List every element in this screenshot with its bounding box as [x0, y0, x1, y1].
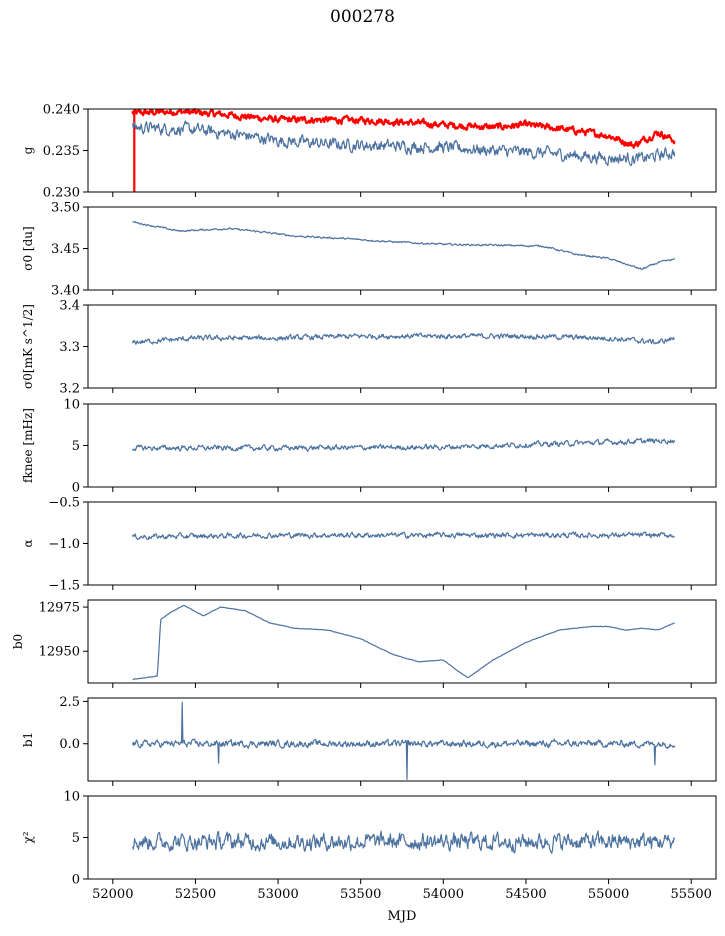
y-axis-label-panel-6: b0: [11, 634, 25, 649]
x-axis-label: MJD: [387, 909, 417, 924]
y-tick-label-panel-2: 3.45: [51, 242, 80, 257]
y-tick-label-panel-4: 0: [72, 481, 80, 496]
y-tick-label-panel-5: −1.5: [48, 579, 80, 594]
y-tick-label-panel-4: 5: [72, 439, 80, 454]
x-tick-label: 52500: [175, 887, 216, 902]
series-line-panel-4-1: [132, 437, 676, 452]
panel-frame-8: [87, 795, 717, 880]
y-tick-label-panel-3: 3.2: [59, 382, 80, 397]
y-tick-label-panel-8: 10: [63, 790, 80, 805]
y-tick-label-panel-7: 2.5: [59, 695, 80, 710]
y-tick-label-panel-3: 3.4: [59, 299, 80, 314]
y-tick-label-panel-1: 0.235: [43, 144, 80, 159]
series-line-panel-2-1: [132, 220, 676, 271]
x-tick-label: 53000: [257, 887, 298, 902]
y-tick-label-panel-2: 3.40: [51, 284, 80, 299]
y-tick-label-panel-6: 12975: [39, 601, 80, 616]
x-tick-label: 54000: [423, 887, 464, 902]
y-tick-label-panel-8: 5: [72, 831, 80, 846]
y-axis-label-panel-1: g: [21, 146, 35, 154]
y-tick-label-panel-2: 3.50: [51, 201, 80, 216]
y-axis-label-panel-4: fknee [mHz]: [21, 408, 35, 483]
y-axis-label-panel-5: α: [21, 539, 35, 547]
y-tick-label-panel-4: 10: [63, 398, 80, 413]
y-axis-label-panel-8: χ²: [21, 831, 35, 843]
y-tick-label-panel-1: 0.240: [43, 103, 80, 118]
panel-frame-2: [87, 206, 717, 291]
y-tick-label-panel-1: 0.230: [43, 186, 80, 201]
y-tick-label-panel-6: 12950: [39, 645, 80, 660]
series-line-panel-5-1: [132, 531, 675, 541]
x-tick-label: 55500: [671, 887, 712, 902]
series-line-panel-7-1: [132, 701, 676, 780]
series-line-panel-8-1: [132, 830, 676, 854]
panel-frame-5: [87, 501, 717, 586]
series-line-panel-1-1: [131, 108, 676, 192]
series-line-panel-3-1: [132, 332, 675, 345]
y-tick-label-panel-5: −0.5: [48, 496, 80, 511]
series-line-panel-6-1: [132, 604, 675, 681]
y-tick-label-panel-3: 3.3: [59, 340, 80, 355]
panel-frame-6: [87, 599, 717, 684]
y-axis-label-panel-7: b1: [21, 732, 35, 747]
panel-frame-7: [87, 697, 717, 782]
x-tick-label: 54500: [505, 887, 546, 902]
y-axis-label-panel-2: σ0 [du]: [21, 226, 35, 270]
series-line-panel-1-2: [132, 120, 676, 167]
figure-title: 000278: [330, 7, 395, 27]
y-tick-label-panel-5: −1.0: [48, 537, 80, 552]
y-tick-label-panel-7: 0.0: [59, 737, 80, 752]
y-axis-label-panel-3: σ0[mK s^1/2]: [21, 304, 35, 389]
y-tick-label-panel-8: 0: [72, 873, 80, 888]
x-tick-label: 52000: [92, 887, 133, 902]
panel-frame-3: [87, 304, 717, 389]
x-tick-label: 53500: [340, 887, 381, 902]
x-tick-label: 55000: [588, 887, 629, 902]
